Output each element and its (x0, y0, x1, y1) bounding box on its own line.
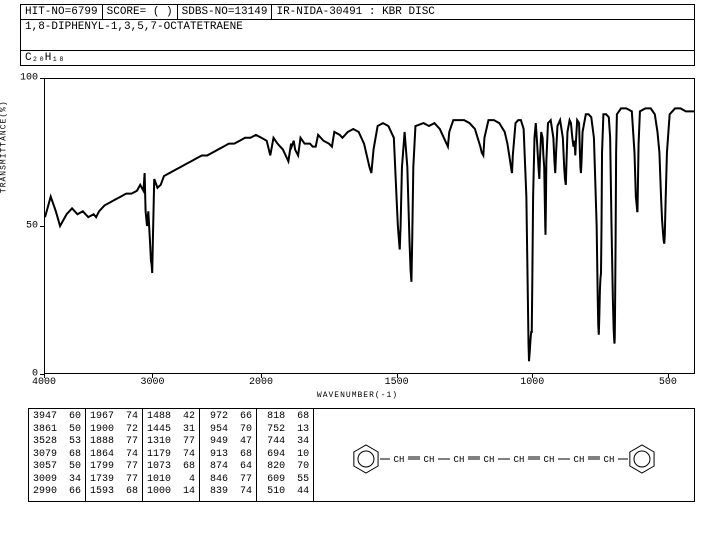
peak-column: 818 68 752 13 744 34 694 10 820 70 609 5… (257, 409, 314, 501)
xtick-mark (668, 374, 669, 378)
structure-diagram: CH CH CH CH CH CH CH CH (314, 409, 694, 501)
xtick-mark (44, 374, 45, 378)
structure-cell: CH CH CH CH CH CH CH CH (314, 409, 694, 501)
formula: C₂₀H₁₈ (20, 51, 695, 66)
xtick-mark (152, 374, 153, 378)
xtick-mark (532, 374, 533, 378)
xtick-mark (397, 374, 398, 378)
svg-text:CH: CH (574, 455, 585, 465)
peak-column: 972 66 954 70 949 47 913 68 874 64 846 7… (200, 409, 257, 501)
spectrum-line (45, 79, 694, 373)
x-axis-label: WAVENUMBER(-1) (317, 391, 398, 400)
svg-text:CH: CH (394, 455, 405, 465)
spectrum-chart: TRANSMITTANCE(%) WAVENUMBER(-1) 05010040… (20, 70, 695, 400)
svg-text:CH: CH (544, 455, 555, 465)
ytick-label: 100 (18, 73, 38, 84)
hit-no-label: HIT-NO= (25, 6, 71, 18)
ytick-mark (40, 226, 44, 227)
xtick-label: 1500 (385, 377, 409, 388)
peak-column: 3947 60 3861 50 3528 53 3079 68 3057 50 … (29, 409, 86, 501)
xtick-mark (261, 374, 262, 378)
ytick-mark (40, 78, 44, 79)
ytick-label: 50 (18, 221, 38, 232)
svg-text:CH: CH (484, 455, 495, 465)
sdbs-cell: SDBS-NO=13149 (178, 5, 273, 19)
ir-id-cell: IR-NIDA-30491 : KBR DISC (272, 5, 694, 19)
y-axis-label: TRANSMITTANCE(%) (0, 100, 9, 193)
xtick-label: 500 (659, 377, 677, 388)
header-row: HIT-NO=6799 SCORE= ( ) SDBS-NO=13149 IR-… (20, 4, 695, 20)
peak-column: 1488 42 1445 31 1310 77 1179 74 1073 68 … (143, 409, 200, 501)
peak-column: 1967 74 1900 72 1888 77 1864 74 1799 77 … (86, 409, 143, 501)
score-cell: SCORE= ( ) (103, 5, 178, 19)
hit-no-cell: HIT-NO=6799 (21, 5, 103, 19)
svg-text:CH: CH (514, 455, 525, 465)
compound-title: 1,8-DIPHENYL-1,3,5,7-OCTATETRAENE (20, 20, 695, 51)
svg-text:CH: CH (424, 455, 435, 465)
xtick-label: 1000 (520, 377, 544, 388)
plot-frame (44, 78, 695, 374)
sdbs-label: SDBS-NO= (182, 6, 235, 18)
bottom-panel: 3947 60 3861 50 3528 53 3079 68 3057 50 … (28, 408, 695, 502)
xtick-label: 2000 (249, 377, 273, 388)
xtick-label: 4000 (32, 377, 56, 388)
sdbs-value: 13149 (234, 6, 267, 18)
hit-no-value: 6799 (71, 6, 97, 18)
xtick-label: 3000 (140, 377, 164, 388)
svg-text:CH: CH (454, 455, 465, 465)
svg-text:CH: CH (604, 455, 615, 465)
